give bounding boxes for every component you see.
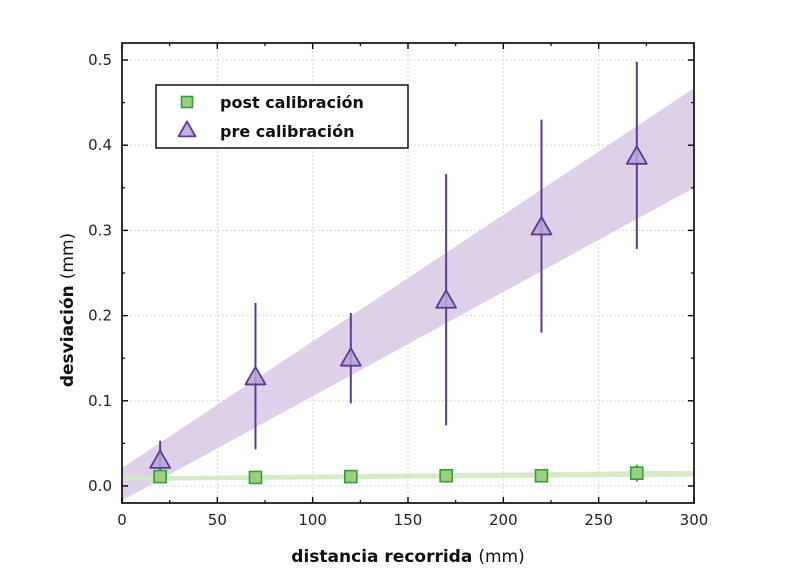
legend-box bbox=[155, 84, 409, 149]
y-tick-label: 0.4 bbox=[88, 136, 112, 154]
y-tick-label: 0.3 bbox=[88, 221, 112, 239]
data-point bbox=[534, 468, 549, 483]
data-point bbox=[339, 347, 362, 367]
legend-label-post-calibracion: post calibración bbox=[220, 93, 364, 112]
x-axis-title: distancia recorrida (mm) bbox=[291, 547, 524, 567]
x-tick-label: 250 bbox=[584, 511, 613, 529]
confidence-bands bbox=[122, 88, 694, 501]
data-markers bbox=[149, 145, 648, 485]
data-point bbox=[244, 366, 267, 386]
axis-ticks: 0 50 100 150 200 250 300 0.0 0.1 0.2 0.3 0.4 0.5 bbox=[88, 43, 708, 529]
x-tick-label: 50 bbox=[208, 511, 227, 529]
x-tick-label: 0 bbox=[117, 511, 127, 529]
y-axis-label: desviación bbox=[58, 285, 78, 387]
confidence-band bbox=[122, 470, 694, 481]
legend-marker-pre-calibracion bbox=[177, 120, 197, 138]
y-tick-label: 0.1 bbox=[88, 392, 112, 410]
legend-square-marker bbox=[180, 95, 194, 109]
x-tick-label: 300 bbox=[680, 511, 709, 529]
data-point bbox=[530, 216, 553, 236]
data-point bbox=[439, 468, 453, 483]
data-point bbox=[149, 449, 172, 469]
legend: post calibración pre calibración bbox=[155, 84, 409, 149]
data-point bbox=[153, 469, 167, 484]
x-axis-unit: (mm) bbox=[478, 547, 524, 567]
y-tick-label: 0.2 bbox=[88, 307, 112, 325]
y-axis-title: desviación (mm) bbox=[58, 233, 78, 387]
legend-marker-post-calibracion bbox=[180, 95, 194, 109]
y-tick-label: 0.0 bbox=[88, 477, 112, 495]
confidence-band bbox=[122, 88, 694, 501]
x-tick-label: 100 bbox=[298, 511, 327, 529]
x-tick-label: 200 bbox=[489, 511, 518, 529]
data-point bbox=[629, 466, 644, 480]
y-tick-label: 0.5 bbox=[88, 51, 112, 69]
data-point bbox=[248, 470, 263, 485]
y-axis-unit: (mm) bbox=[58, 233, 78, 279]
data-point bbox=[625, 145, 648, 165]
legend-label-pre-calibracion: pre calibración bbox=[220, 122, 355, 141]
legend-triangle-marker bbox=[177, 120, 197, 138]
data-point bbox=[343, 469, 358, 484]
x-axis-label: distancia recorrida bbox=[291, 547, 472, 567]
data-point bbox=[435, 289, 458, 309]
x-tick-label: 150 bbox=[394, 511, 423, 529]
